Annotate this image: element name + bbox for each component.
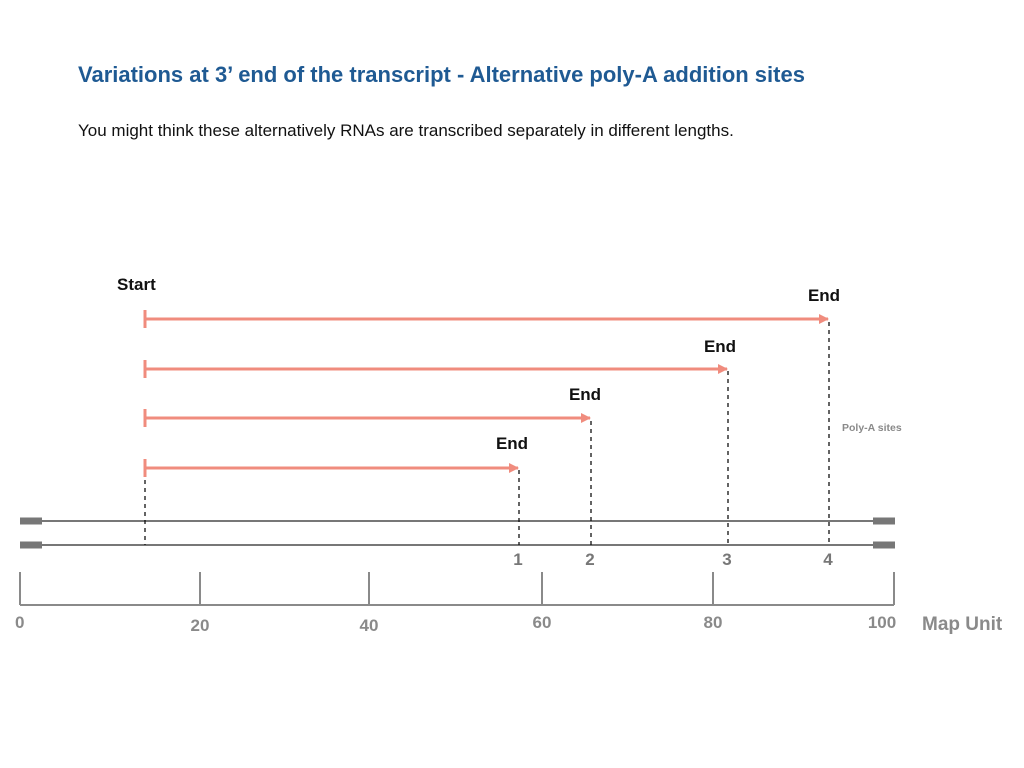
dna-cap-right [873, 517, 895, 525]
transcript-end-label: End [496, 434, 528, 453]
scale-unit-label: Map Unit [922, 614, 1003, 635]
dna-cap-left [20, 517, 42, 525]
dna-cap-left [20, 541, 42, 549]
dna-cap-right [873, 541, 895, 549]
transcript-end-label: End [704, 337, 736, 356]
scale-tick-label: 40 [360, 616, 379, 635]
polya-site-number: 2 [585, 550, 594, 569]
slide-title: Variations at 3’ end of the transcript -… [78, 62, 805, 87]
transcript-end-label: End [808, 286, 840, 305]
transcript-end-label: End [569, 385, 601, 404]
scale-tick-label: 100 [868, 613, 896, 632]
scale-tick-label: 0 [15, 613, 24, 632]
start-label: Start [117, 275, 156, 294]
polya-site-number: 3 [722, 550, 731, 569]
slide-subtitle: You might think these alternatively RNAs… [78, 121, 734, 140]
scale-tick-label: 20 [191, 616, 210, 635]
polya-site-number: 4 [823, 550, 833, 569]
polya-sites-label: Poly-A sites [842, 422, 902, 434]
polya-site-number: 1 [513, 550, 522, 569]
scale-tick-label: 60 [533, 613, 552, 632]
scale-tick-label: 80 [704, 613, 723, 632]
